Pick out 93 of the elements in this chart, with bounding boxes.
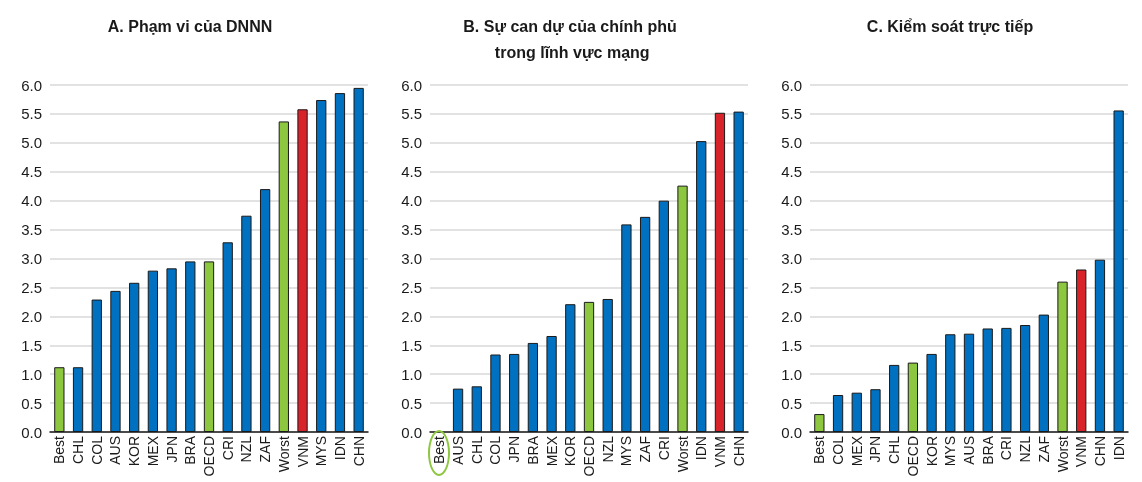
x-tick-label: KOR [923, 436, 940, 467]
y-tick-label: 5.5 [401, 105, 422, 123]
x-tick-label: CHN [350, 436, 367, 467]
y-tick-label: 1.5 [21, 336, 42, 354]
x-tick-label: BRA [182, 435, 199, 465]
y-tick-label: 2.0 [781, 307, 802, 325]
x-tick-label: Best [431, 435, 448, 465]
chart-title: B. Sự can dự của chính phủ trong lĩnh vực mạng [463, 17, 677, 61]
x-tick-label: COL [487, 435, 504, 465]
x-tick-label: CHN [730, 436, 747, 467]
y-tick-label: 0.5 [781, 394, 802, 412]
y-tick-label: 4.5 [781, 163, 802, 181]
y-tick-label: 1.5 [401, 336, 422, 354]
y-tick-label: 6.0 [401, 76, 422, 94]
y-tick-label: 1.0 [401, 365, 422, 383]
x-tick-label: CHL [468, 435, 485, 465]
x-tick-label: VNM [294, 436, 311, 468]
x-tick-label: MYS [313, 436, 330, 467]
x-tick-label: CRI [655, 436, 672, 461]
y-tick-label: 3.0 [781, 250, 802, 267]
x-tick-label: KOR [126, 436, 143, 467]
y-tick-label: 3.0 [401, 250, 422, 267]
y-tick-label: 5.0 [21, 134, 42, 152]
y-tick-label: 5.0 [781, 134, 802, 152]
x-tick-label: KOR [562, 436, 579, 467]
x-tick-label: JPN [163, 436, 180, 463]
x-tick-label: MYS [942, 436, 959, 467]
x-tick-label: NZL [1017, 435, 1034, 463]
y-tick-label: 1.0 [21, 365, 42, 383]
y-tick-label: 3.5 [21, 221, 42, 239]
x-tick-label: Worst [1054, 435, 1071, 473]
y-tick-label: 0.0 [401, 423, 422, 441]
x-tick-label: COL [88, 435, 105, 465]
x-tick-label: MEX [543, 435, 560, 467]
y-tick-label: 2.0 [401, 307, 422, 325]
y-tick-label: 2.5 [21, 278, 42, 296]
x-tick-label: CHL [70, 435, 87, 465]
x-tick-label: JPN [506, 436, 523, 463]
x-tick-label: VNM [1073, 436, 1090, 468]
x-tick-label: OECD [581, 436, 597, 477]
x-tick-label: MEX [144, 435, 161, 467]
y-tick-label: 0.0 [781, 423, 802, 441]
x-tick-label: MEX [848, 435, 865, 467]
y-tick-label: 4.5 [401, 163, 422, 181]
y-tick-label: 4.0 [21, 192, 42, 210]
y-tick-label: 3.5 [401, 221, 422, 239]
x-tick-label: AUS [107, 436, 124, 465]
y-tick-label: 2.5 [401, 278, 422, 296]
x-tick-label: Worst [275, 435, 292, 473]
chart-title: A. Phạm vi của DNNN [107, 17, 273, 35]
x-tick-label: ZAF [1035, 436, 1052, 463]
x-tick-label: IDN [331, 436, 348, 461]
y-tick-label: 2.5 [781, 278, 802, 296]
x-tick-label: BRA [524, 435, 541, 465]
x-tick-label: CRI [998, 436, 1015, 461]
y-tick-label: 4.0 [401, 192, 422, 210]
x-tick-label: BRA [979, 435, 996, 465]
x-tick-label: AUS [450, 436, 467, 465]
x-tick-label: IDN [1110, 436, 1127, 461]
x-tick-label: NZL [599, 435, 616, 463]
x-tick-label: Best [51, 435, 68, 465]
y-tick-label: 5.5 [21, 105, 42, 123]
y-tick-label: 5.5 [781, 105, 802, 123]
x-tick-label: IDN [693, 436, 710, 461]
x-tick-label: Best [811, 435, 828, 465]
y-tick-label: 4.0 [781, 192, 802, 210]
x-tick-label: ZAF [637, 436, 654, 463]
x-tick-label: COL [830, 435, 847, 465]
y-tick-label: 6.0 [781, 76, 802, 94]
x-tick-label: Worst [674, 435, 691, 473]
x-tick-label: VNM [711, 436, 728, 468]
x-tick-label: CHN [1091, 436, 1108, 467]
y-tick-label: 3.5 [781, 221, 802, 239]
y-tick-label: 0.5 [401, 394, 422, 412]
x-tick-label: CHL [886, 435, 903, 465]
y-tick-label: 4.5 [21, 163, 42, 181]
x-tick-label: NZL [238, 435, 255, 463]
y-tick-label: 1.0 [781, 365, 802, 383]
y-tick-label: 0.5 [21, 394, 42, 412]
chart-title: C. Kiểm soát trực tiếp [866, 17, 1034, 35]
x-tick-label: AUS [961, 436, 977, 465]
y-tick-label: 0.0 [21, 423, 42, 441]
x-tick-label: JPN [867, 436, 884, 463]
y-tick-label: 6.0 [21, 76, 42, 94]
y-tick-label: 3.0 [21, 250, 42, 267]
x-tick-label: MYS [618, 436, 635, 467]
y-tick-label: 5.0 [401, 134, 422, 152]
x-tick-label: OECD [904, 436, 921, 477]
y-tick-label: 2.0 [21, 307, 42, 325]
x-tick-label: CRI [219, 436, 236, 461]
x-tick-label: ZAF [257, 436, 274, 463]
y-tick-label: 1.5 [781, 336, 802, 354]
x-tick-label: OECD [201, 436, 217, 477]
